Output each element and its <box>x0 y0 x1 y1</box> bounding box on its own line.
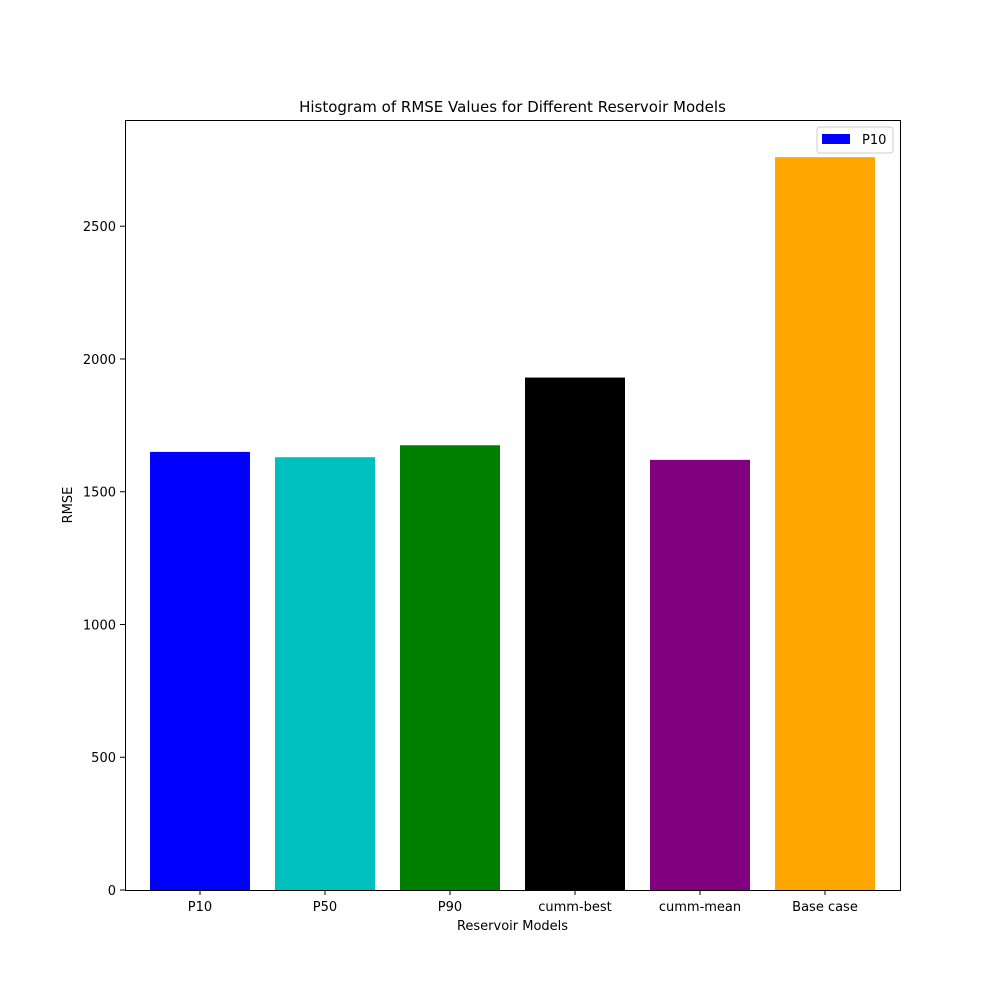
legend-label-p10: P10 <box>862 133 886 148</box>
x-tick-label-p50: P50 <box>313 900 337 915</box>
chart-title: Histogram of RMSE Values for Different R… <box>299 98 726 116</box>
bar-p50 <box>275 457 375 890</box>
plot-frame <box>125 120 901 891</box>
bar-cumm-best <box>525 377 625 890</box>
bars-group <box>150 157 875 890</box>
x-axis-ticks: P10 P50 P90 cumm-best cumm-mean Base case <box>188 890 858 915</box>
y-tick-label-2000: 2000 <box>83 353 116 368</box>
y-tick-label-2500: 2500 <box>83 220 116 235</box>
y-axis-label: RMSE <box>61 487 76 524</box>
x-tick-label-base-case: Base case <box>792 900 858 915</box>
y-tick-label-1500: 1500 <box>83 486 116 501</box>
y-tick-label-0: 0 <box>108 884 116 899</box>
y-tick-label-500: 500 <box>91 751 116 766</box>
bar-base-case <box>775 157 875 890</box>
x-tick-label-p10: P10 <box>188 900 212 915</box>
bar-p90 <box>400 445 500 890</box>
x-tick-label-cumm-mean: cumm-mean <box>659 900 741 915</box>
y-tick-label-1000: 1000 <box>83 618 116 633</box>
bar-p10 <box>150 451 250 890</box>
legend-box <box>816 126 894 154</box>
x-tick-label-cumm-best: cumm-best <box>538 900 612 915</box>
bar-cumm-mean <box>650 459 750 890</box>
legend: P10 <box>816 126 894 154</box>
legend-swatch-p10 <box>822 134 850 144</box>
y-axis-ticks: 0 500 1000 1500 2000 2500 <box>83 220 125 899</box>
x-tick-label-p90: P90 <box>438 900 462 915</box>
x-axis-label: Reservoir Models <box>457 919 568 934</box>
